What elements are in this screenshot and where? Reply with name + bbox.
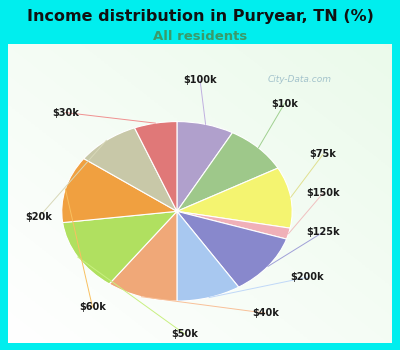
Text: $75k: $75k	[310, 149, 336, 160]
Text: $40k: $40k	[252, 308, 279, 318]
Text: $200k: $200k	[291, 272, 324, 282]
Wedge shape	[177, 211, 286, 287]
Text: Income distribution in Puryear, TN (%): Income distribution in Puryear, TN (%)	[26, 9, 374, 24]
Text: $50k: $50k	[171, 329, 198, 339]
Text: All residents: All residents	[153, 30, 247, 43]
Text: $20k: $20k	[25, 212, 52, 222]
Wedge shape	[84, 128, 177, 211]
Wedge shape	[177, 168, 292, 228]
Wedge shape	[109, 211, 177, 301]
Wedge shape	[63, 211, 177, 284]
Wedge shape	[177, 211, 290, 239]
Wedge shape	[177, 211, 239, 301]
Text: $60k: $60k	[79, 302, 106, 312]
Wedge shape	[177, 133, 278, 211]
Text: City-Data.com: City-Data.com	[268, 75, 332, 84]
Text: $10k: $10k	[271, 99, 298, 108]
Wedge shape	[62, 159, 177, 223]
Wedge shape	[134, 121, 177, 211]
Text: $125k: $125k	[306, 227, 340, 237]
Text: $150k: $150k	[306, 188, 340, 198]
Text: $100k: $100k	[183, 75, 217, 85]
Text: $30k: $30k	[52, 107, 79, 118]
Wedge shape	[177, 121, 232, 211]
